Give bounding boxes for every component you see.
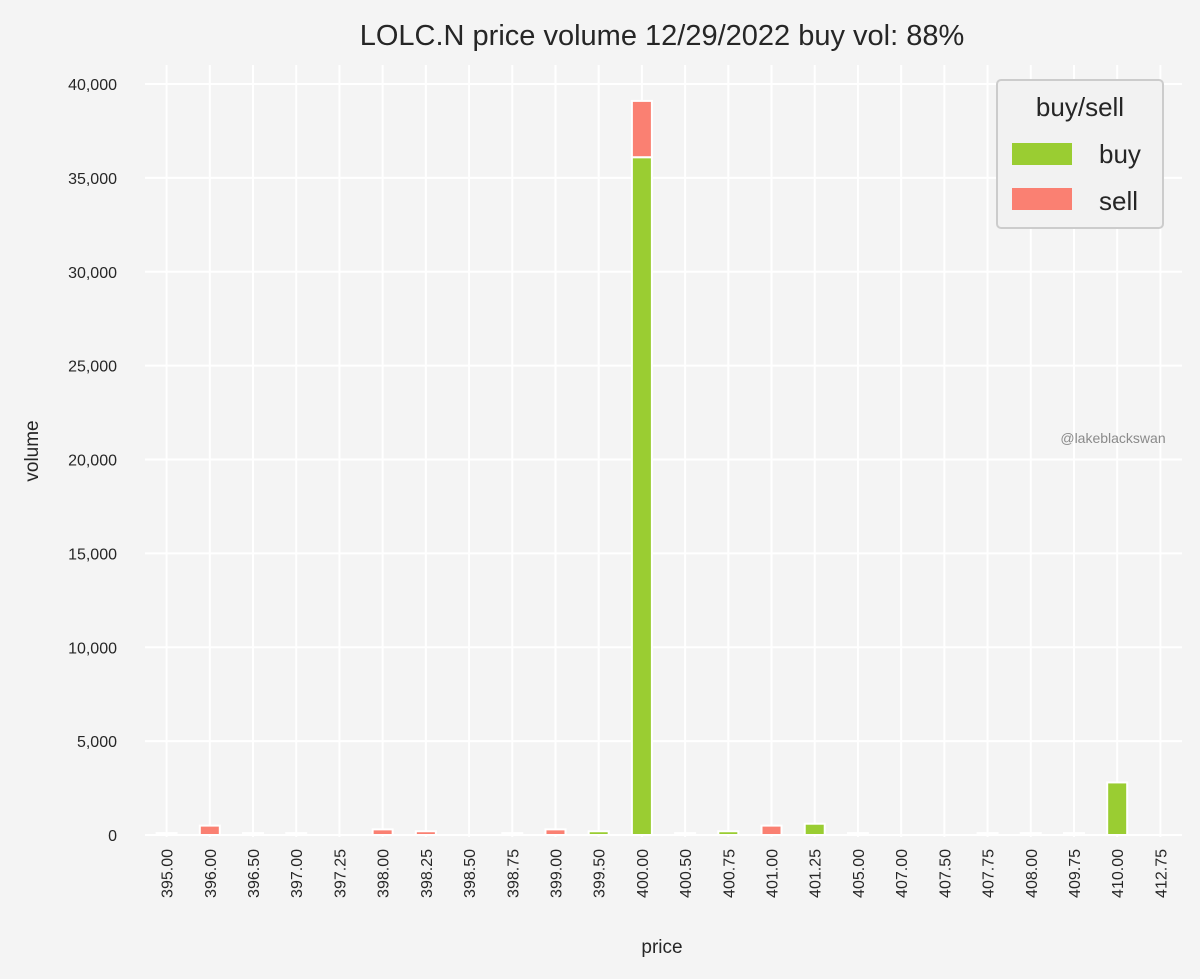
- x-tick-label: 398.25: [419, 849, 436, 898]
- bar-buy: [242, 832, 265, 836]
- bars: [155, 99, 1129, 837]
- x-tick-label: 400.75: [721, 849, 738, 898]
- y-tick-label: 35,000: [68, 171, 117, 188]
- x-tick-label: 401.25: [808, 849, 825, 898]
- x-tick-label: 401.00: [765, 849, 782, 898]
- bar-buy: [587, 830, 610, 836]
- x-tick-label: 399.00: [548, 849, 565, 898]
- bar-buy: [501, 832, 524, 836]
- x-tick-label: 395.00: [160, 849, 177, 898]
- bar-buy: [1019, 832, 1042, 836]
- x-tick-label: 396.50: [246, 849, 263, 898]
- x-tick-label: 405.00: [851, 849, 868, 898]
- bar-sell: [198, 824, 221, 836]
- y-tick-label: 0: [108, 828, 117, 845]
- x-tick-label: 400.00: [635, 849, 652, 898]
- x-tick-label: 396.00: [203, 849, 220, 898]
- x-tick-label: 407.50: [937, 849, 954, 898]
- x-tick-label: 409.75: [1067, 849, 1084, 898]
- legend-title: buy/sell: [1036, 92, 1124, 122]
- legend-swatch-sell: [1012, 188, 1072, 210]
- y-tick-labels: 0 5,000 10,000 15,000 20,000 25,000 30,000 35,0…: [68, 77, 117, 845]
- legend: buy/sell buy sell: [996, 79, 1164, 229]
- legend-swatch-buy: [1012, 143, 1072, 165]
- x-tick-label: 398.00: [376, 849, 393, 898]
- bar-sell: [760, 824, 783, 836]
- y-tick-label: 25,000: [68, 359, 117, 376]
- x-axis-label: price: [641, 937, 682, 958]
- chart-title: LOLC.N price volume 12/29/2022 buy vol: …: [360, 20, 965, 52]
- x-tick-label: 397.00: [289, 849, 306, 898]
- bar-buy: [1106, 781, 1129, 836]
- bar-sell: [630, 99, 653, 159]
- bar-buy: [803, 822, 826, 836]
- y-tick-label: 15,000: [68, 546, 117, 563]
- legend-label-sell: sell: [1099, 186, 1138, 216]
- bar-buy: [155, 832, 178, 836]
- bar-buy: [717, 830, 740, 836]
- x-tick-label: 398.50: [462, 849, 479, 898]
- bar-buy: [976, 832, 999, 836]
- x-tick-label: 400.50: [678, 849, 695, 898]
- bar-buy: [1062, 832, 1085, 836]
- bar-buy: [630, 156, 653, 837]
- bar-sell: [674, 832, 697, 836]
- y-axis-label: volume: [22, 420, 43, 481]
- x-tick-label: 408.00: [1024, 849, 1041, 898]
- x-tick-labels: 395.00 396.00 396.50 397.00 397.25 398.00 398.…: [160, 849, 1171, 898]
- x-tick-label: 397.25: [332, 849, 349, 898]
- y-tick-label: 5,000: [77, 734, 117, 751]
- x-tick-label: 412.75: [1153, 849, 1170, 898]
- watermark: @lakeblackswan: [1060, 430, 1165, 446]
- bar-sell: [371, 828, 394, 836]
- x-tick-label: 398.75: [505, 849, 522, 898]
- x-tick-label: 407.00: [894, 849, 911, 898]
- y-tick-label: 40,000: [68, 77, 117, 94]
- bar-sell: [414, 830, 437, 836]
- y-tick-label: 20,000: [68, 453, 117, 470]
- y-tick-label: 30,000: [68, 265, 117, 282]
- x-tick-label: 407.75: [981, 849, 998, 898]
- bar-sell: [544, 828, 567, 836]
- legend-label-buy: buy: [1099, 139, 1141, 169]
- bar-buy: [846, 832, 869, 836]
- bar-buy: [285, 832, 308, 836]
- x-tick-label: 410.00: [1110, 849, 1127, 898]
- x-tick-label: 399.50: [592, 849, 609, 898]
- grid-lines: [145, 65, 1182, 837]
- y-tick-label: 10,000: [68, 640, 117, 657]
